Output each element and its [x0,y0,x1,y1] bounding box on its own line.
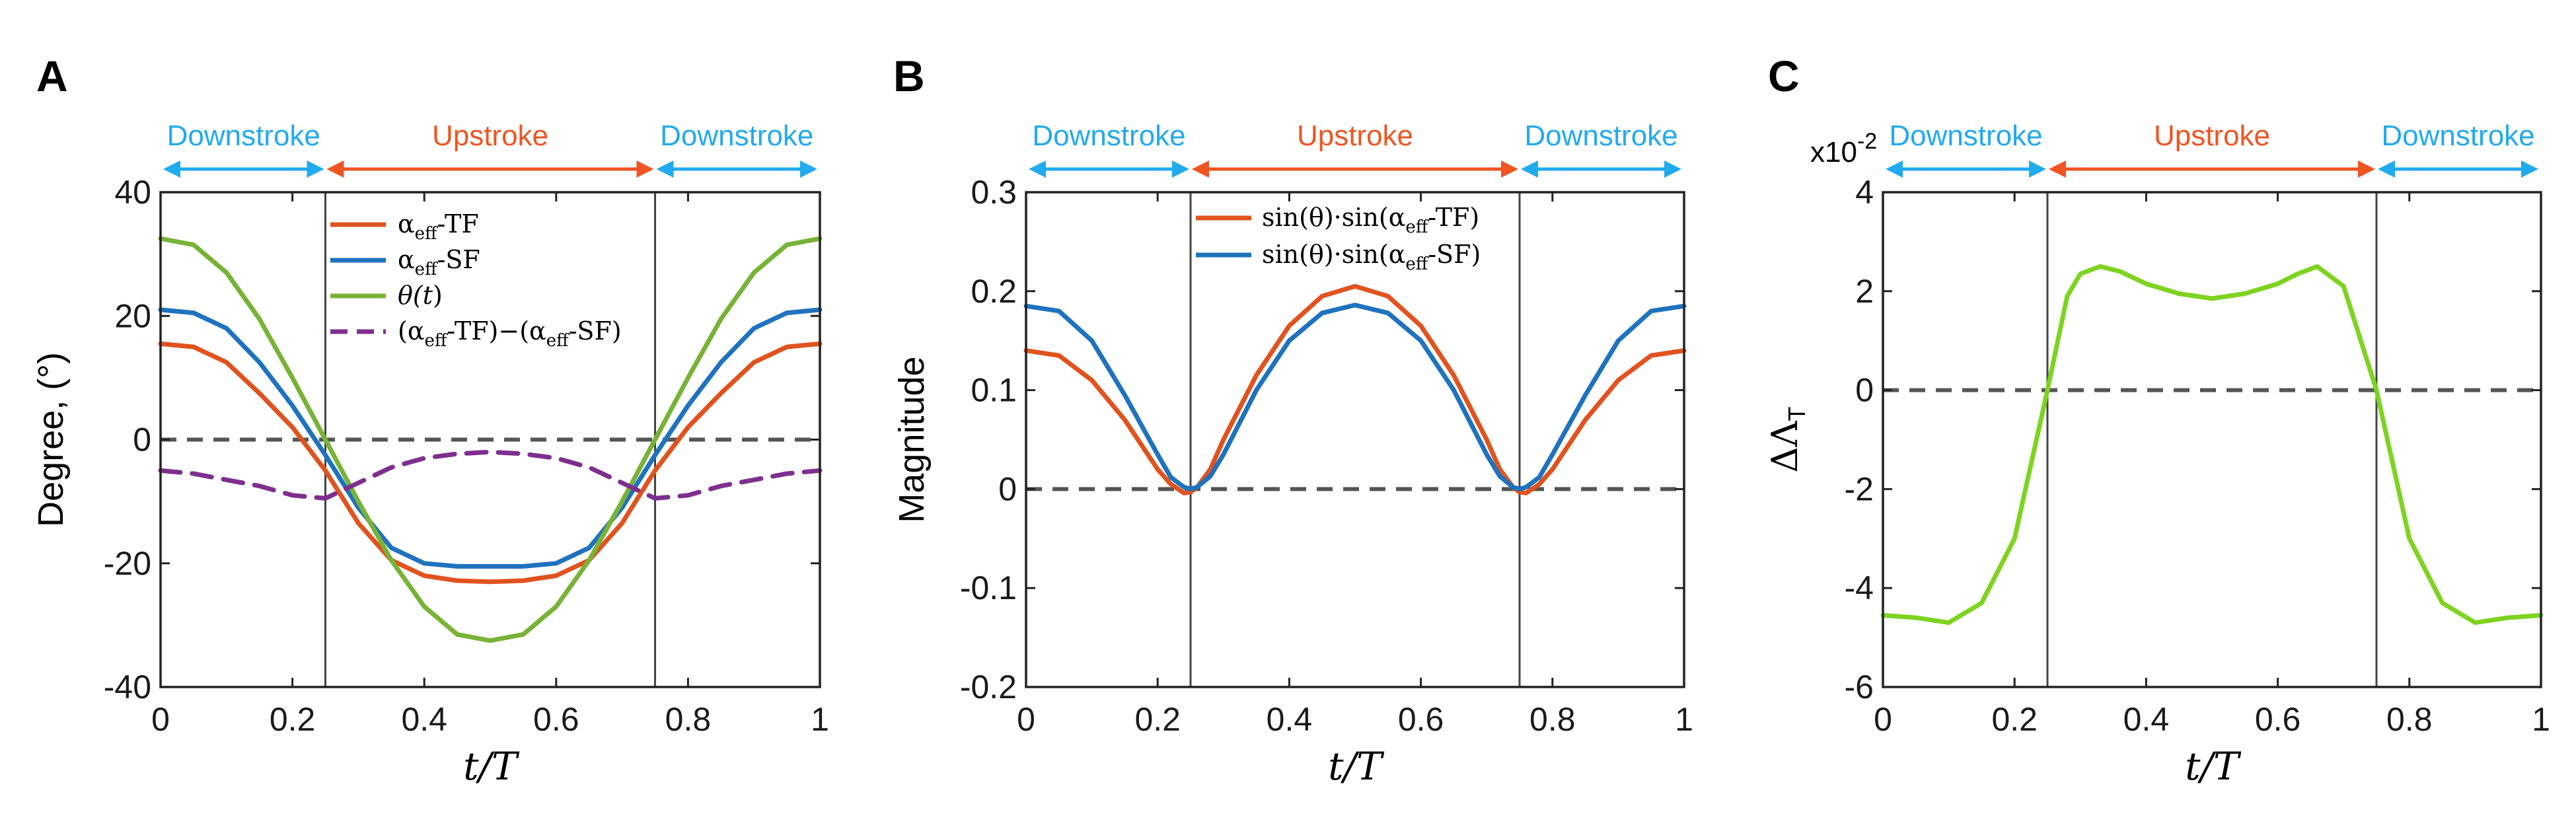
x-tick-label: 0.2 [1991,701,2038,738]
downstroke-label: Downstroke [1889,120,2042,152]
upstroke-arrow-head-right [1501,161,1518,178]
panel-letter: A [36,52,68,100]
x-tick-label: 0 [151,701,170,738]
x-tick-label: 1 [2532,701,2550,738]
series-line [1023,283,1687,495]
y-tick-label: 40 [114,174,151,211]
x-axis-label: t/T [1328,744,1385,789]
axis-multiplier: x10-2 [1810,129,1877,168]
downstroke-arrow-head-left [656,161,674,178]
stroke-annotations: Downstroke Upstroke Downstroke [1029,120,1681,178]
legend: sin(θ)·sin(αeff-TF)sin(θ)·sin(αeff-SF) [1196,203,1481,274]
downstroke-arrow-head-right [2029,161,2046,178]
y-tick-label: 0 [133,421,151,458]
y-tick-label: 2 [1855,273,1874,310]
y-tick-label: -4 [1845,569,1874,606]
upstroke-arrow-head-right [2358,161,2375,178]
y-tick-label: 0.1 [971,372,1017,409]
panel-c: C Downstroke Upstroke Downstroke 0 0.2 0.4 0.6 0… [1764,52,2550,789]
y-tick-label: -6 [1845,668,1874,705]
series-line [158,236,823,643]
downstroke-arrow-head-left [1029,161,1046,178]
upstroke-label: Upstroke [2154,120,2270,152]
y-tick-label: 20 [114,297,151,334]
x-tick-label: 0.4 [401,701,447,738]
x-tick-label: 0.4 [2123,701,2170,738]
downstroke-arrow-head-right [2521,161,2538,178]
legend-entry: sin(θ)·sin(αeff-SF) [1262,240,1481,274]
x-tick-label: 0.6 [1398,701,1444,738]
legend-entry: αeff-TF [398,209,479,244]
x-tick-label: 1 [1675,701,1693,738]
panel-a: A Downstroke Upstroke Downstroke 0 0.2 0.4 0.6 0… [31,52,829,789]
upstroke-label: Upstroke [1297,120,1413,152]
downstroke-label: Downstroke [167,120,320,152]
downstroke-arrow-head-right [1664,161,1681,178]
upstroke-arrow-head-right [636,161,654,178]
y-tick-label: 0.3 [971,174,1017,211]
downstroke-label: Downstroke [1524,120,1677,152]
downstroke-arrow-head-right [800,161,817,178]
downstroke-arrow-head-left [163,161,180,178]
downstroke-label: Downstroke [2381,120,2534,152]
x-tick-label: 0.8 [1529,701,1576,738]
downstroke-arrow-head-right [1172,161,1189,178]
x-tick-label: 0.2 [270,701,316,738]
upstroke-arrow-head-left [1192,161,1209,178]
y-tick-label: 4 [1855,174,1874,211]
legend-entry: (αeff-TF)−(αeff-SF) [398,316,622,351]
x-tick-label: 0.8 [665,701,712,738]
stroke-annotations: Downstroke Upstroke Downstroke [1886,120,2538,178]
series-line [1023,303,1687,491]
x-axis-label: t/T [463,744,520,789]
y-tick-label: -2 [1845,470,1874,507]
series-line [158,307,823,569]
series-line [158,341,823,585]
downstroke-label: Downstroke [1032,120,1185,152]
legend-entry: θ(t) [398,281,443,310]
y-axis-label: ΔΛT [1764,407,1810,473]
x-tick-label: 0.4 [1267,701,1313,738]
upstroke-arrow-head-left [326,161,344,178]
x-tick-label: 0 [1874,701,1892,738]
series-line [1880,264,2544,626]
y-tick-label: -0.1 [960,569,1017,606]
y-tick-label: -0.2 [960,668,1017,705]
axes-frame [1882,191,2542,688]
x-axis-label: t/T [2185,744,2242,789]
y-tick-label: 0.2 [971,273,1017,310]
y-tick-label: 0 [998,470,1017,507]
x-tick-label: 0.8 [2386,701,2433,738]
y-tick-label: 0 [1855,372,1874,409]
x-tick-label: 0.6 [2255,701,2301,738]
axes-frame [1025,191,1685,688]
downstroke-arrow-head-right [307,161,324,178]
panel-letter: C [1768,52,1800,100]
x-tick-label: 1 [811,701,829,738]
upstroke-label: Upstroke [432,120,548,152]
y-axis-label: Degree, (°) [31,352,71,527]
downstroke-arrow-head-left [1886,161,1903,178]
x-tick-label: 0.6 [533,701,579,738]
downstroke-label: Downstroke [660,120,813,152]
y-tick-label: -40 [104,668,151,705]
x-tick-label: 0 [1017,701,1035,738]
y-tick-label: -20 [104,545,151,582]
downstroke-arrow-head-left [2378,161,2395,178]
legend-entry: sin(θ)·sin(αeff-TF) [1262,203,1479,237]
panel-letter: B [893,52,925,100]
y-axis-label: Magnitude [892,356,932,523]
x-tick-label: 0.2 [1134,701,1181,738]
series-line [158,449,823,501]
downstroke-arrow-head-left [1521,161,1538,178]
panel-b: B Downstroke Upstroke Downstroke 0 0.2 0.4 0.6 0… [892,52,1693,789]
upstroke-arrow-head-left [2049,161,2066,178]
stroke-annotations: Downstroke Upstroke Downstroke [163,120,817,178]
legend-entry: αeff-SF [398,245,480,279]
